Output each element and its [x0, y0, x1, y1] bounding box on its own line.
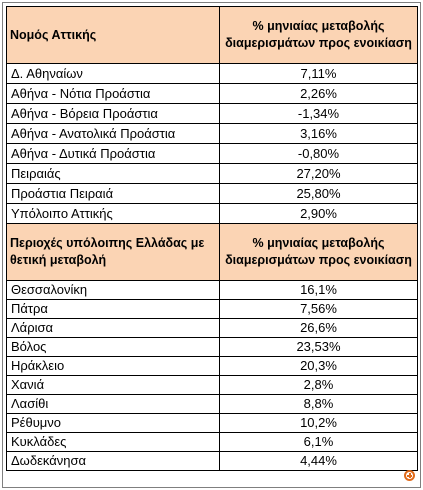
attica-header-value: % μηνιαίας μεταβολής διαμερισμάτων προς … — [219, 6, 418, 64]
area-value: 6,1% — [219, 432, 418, 452]
rest-header-row: Περιοχές υπόλοιπης Ελλάδας με θετική μετ… — [6, 223, 418, 281]
area-value: 26,6% — [219, 318, 418, 338]
area-value: -1,34% — [219, 103, 418, 124]
area-value: 2,26% — [219, 83, 418, 104]
table-row: Αθήνα - Δυτικά Προάστια -0,80% — [6, 143, 418, 164]
area-name: Λάρισα — [6, 318, 220, 338]
area-value: 4,44% — [219, 451, 418, 471]
area-name: Αθήνα - Βόρεια Προάστια — [6, 103, 220, 124]
area-name: Δ. Αθηναίων — [6, 63, 220, 84]
table-row: Ρέθυμνο 10,2% — [6, 413, 418, 433]
rest-header-name: Περιοχές υπόλοιπης Ελλάδας με θετική μετ… — [6, 223, 220, 281]
area-name: Λασίθι — [6, 394, 220, 414]
area-value: 7,11% — [219, 63, 418, 84]
table-row: Χανιά 2,8% — [6, 375, 418, 395]
attica-header-name: Νομός Αττικής — [6, 6, 220, 64]
table-row: Θεσσαλονίκη 16,1% — [6, 280, 418, 300]
area-value: 16,1% — [219, 280, 418, 300]
area-value: 20,3% — [219, 356, 418, 376]
table-row: Λασίθι 8,8% — [6, 394, 418, 414]
area-value: 2,90% — [219, 203, 418, 224]
area-value: 3,16% — [219, 123, 418, 144]
table-row: Πάτρα 7,56% — [6, 299, 418, 319]
area-value: 10,2% — [219, 413, 418, 433]
area-name: Βόλος — [6, 337, 220, 357]
table-row: Ηράκλειο 20,3% — [6, 356, 418, 376]
area-name: Αθήνα - Νότια Προάστια — [6, 83, 220, 104]
area-name: Θεσσαλονίκη — [6, 280, 220, 300]
area-name: Πάτρα — [6, 299, 220, 319]
rental-change-table: Νομός Αττικής % μηνιαίας μεταβολής διαμε… — [6, 6, 418, 471]
area-name: Κυκλάδες — [6, 432, 220, 452]
area-name: Αθήνα - Ανατολικά Προάστια — [6, 123, 220, 144]
table-row: Λάρισα 26,6% — [6, 318, 418, 338]
area-name: Ρέθυμνο — [6, 413, 220, 433]
table-row: Προάστια Πειραιά 25,80% — [6, 183, 418, 204]
area-value: 25,80% — [219, 183, 418, 204]
table-row: Δωδεκάνησα 4,44% — [6, 451, 418, 471]
area-value: 23,53% — [219, 337, 418, 357]
area-value: 27,20% — [219, 163, 418, 184]
area-value: 2,8% — [219, 375, 418, 395]
table-row: Αθήνα - Βόρεια Προάστια -1,34% — [6, 103, 418, 124]
area-name: Προάστια Πειραιά — [6, 183, 220, 204]
table-row: Υπόλοιπο Αττικής 2,90% — [6, 203, 418, 224]
table-row: Αθήνα - Ανατολικά Προάστια 3,16% — [6, 123, 418, 144]
rest-header-value: % μηνιαίας μεταβολής διαμερισμάτων προς … — [219, 223, 418, 281]
table-row: Δ. Αθηναίων 7,11% — [6, 63, 418, 84]
attica-header-row: Νομός Αττικής % μηνιαίας μεταβολής διαμε… — [6, 6, 418, 64]
table-row: Πειραιάς 27,20% — [6, 163, 418, 184]
area-name: Πειραιάς — [6, 163, 220, 184]
area-value: -0,80% — [219, 143, 418, 164]
area-value: 8,8% — [219, 394, 418, 414]
zoom-in-icon[interactable] — [404, 470, 415, 481]
table-row: Βόλος 23,53% — [6, 337, 418, 357]
table-row: Κυκλάδες 6,1% — [6, 432, 418, 452]
area-value: 7,56% — [219, 299, 418, 319]
area-name: Δωδεκάνησα — [6, 451, 220, 471]
table-row: Αθήνα - Νότια Προάστια 2,26% — [6, 83, 418, 104]
area-name: Χανιά — [6, 375, 220, 395]
area-name: Υπόλοιπο Αττικής — [6, 203, 220, 224]
area-name: Ηράκλειο — [6, 356, 220, 376]
area-name: Αθήνα - Δυτικά Προάστια — [6, 143, 220, 164]
